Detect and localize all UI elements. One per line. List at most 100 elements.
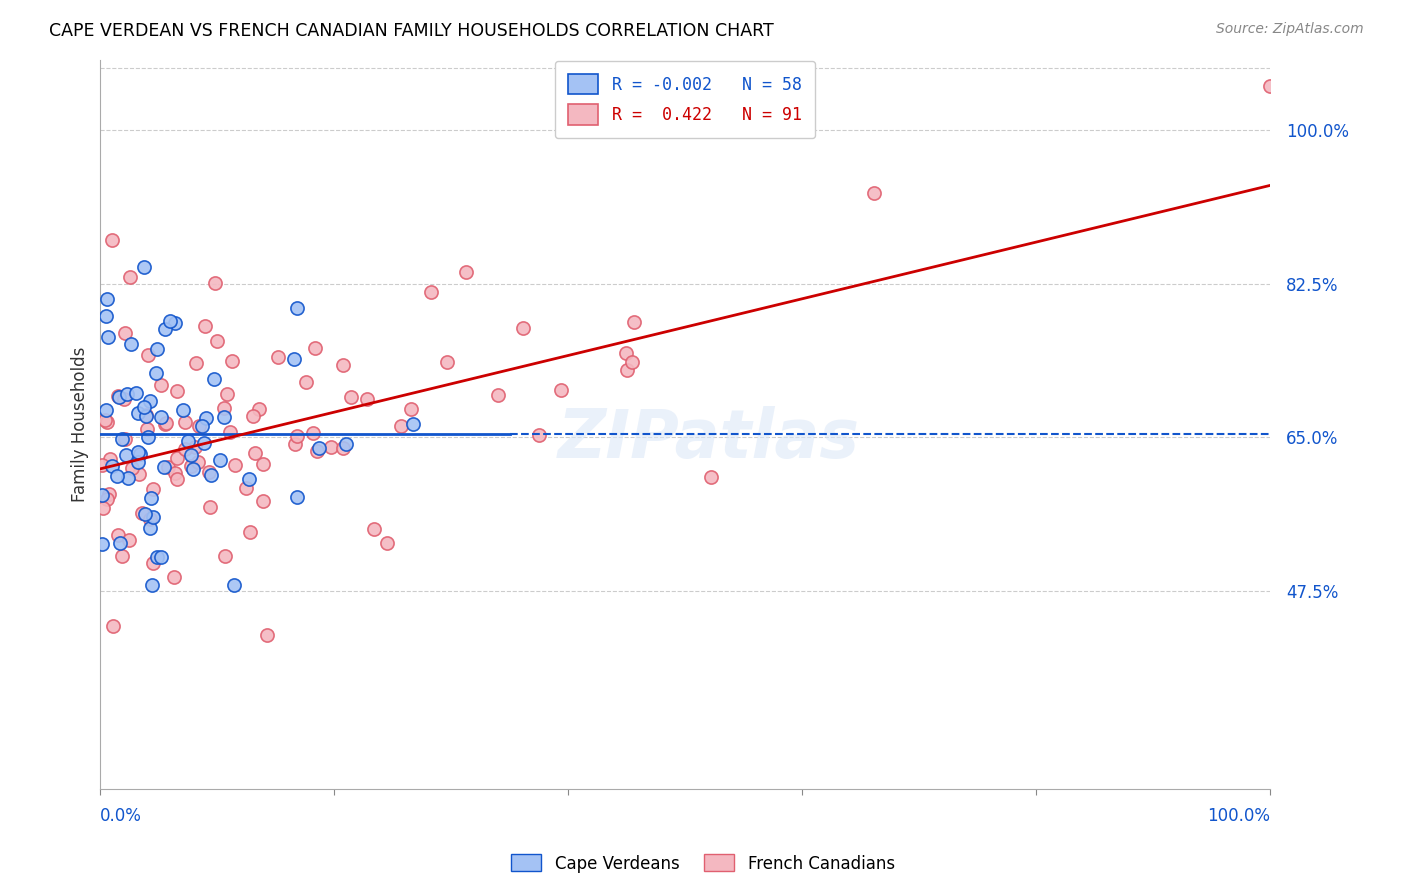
Point <box>101 619 124 633</box>
Point <box>166 473 188 487</box>
Point <box>620 355 643 369</box>
Point <box>550 383 572 397</box>
Point <box>214 409 236 424</box>
Point <box>146 550 169 565</box>
Point <box>105 468 128 483</box>
Point <box>145 366 167 380</box>
Point <box>700 470 723 484</box>
Point <box>180 448 202 462</box>
Point <box>294 375 316 389</box>
Point <box>283 351 305 366</box>
Point <box>108 535 131 549</box>
Point <box>623 315 645 329</box>
Point <box>142 510 165 524</box>
Point <box>614 346 637 360</box>
Point <box>198 465 221 479</box>
Point <box>149 378 172 392</box>
Point <box>108 390 131 404</box>
Point <box>135 409 157 423</box>
Point <box>172 402 194 417</box>
Point <box>166 450 188 465</box>
Point <box>332 441 354 455</box>
Point <box>114 432 136 446</box>
Point <box>332 359 354 373</box>
Point <box>205 334 228 348</box>
Point <box>96 292 118 306</box>
Point <box>173 415 195 429</box>
Point <box>155 417 177 431</box>
Point <box>165 466 187 480</box>
Point <box>136 430 159 444</box>
Point <box>486 388 509 402</box>
Point <box>118 533 141 548</box>
Text: ZIPatlas: ZIPatlas <box>558 406 859 472</box>
Point <box>209 453 232 467</box>
Legend: R = -0.002   N = 58, R =  0.422   N = 91: R = -0.002 N = 58, R = 0.422 N = 91 <box>555 61 815 138</box>
Point <box>436 355 458 369</box>
Point <box>96 403 118 417</box>
Y-axis label: Family Households: Family Households <box>72 347 89 502</box>
Point <box>184 356 207 370</box>
Point <box>284 437 307 451</box>
Point <box>363 522 385 536</box>
Point <box>134 507 156 521</box>
Point <box>187 454 209 468</box>
Point <box>198 500 221 514</box>
Point <box>212 401 235 415</box>
Point <box>166 384 188 399</box>
Point <box>204 276 226 290</box>
Point <box>138 521 160 535</box>
Point <box>97 330 120 344</box>
Point <box>402 417 425 431</box>
Point <box>138 394 160 409</box>
Point <box>616 363 638 377</box>
Point <box>136 422 159 436</box>
Point <box>184 441 207 455</box>
Point <box>107 528 129 542</box>
Point <box>149 550 172 565</box>
Point <box>134 400 156 414</box>
Point <box>238 473 260 487</box>
Point <box>389 418 412 433</box>
Point <box>287 429 309 443</box>
Point <box>243 446 266 460</box>
Point <box>117 470 139 484</box>
Point <box>90 488 112 502</box>
Point <box>308 441 330 455</box>
Point <box>146 343 169 357</box>
Point <box>136 348 159 362</box>
Point <box>256 628 278 642</box>
Point <box>120 270 142 285</box>
Point <box>266 351 288 365</box>
Point <box>180 459 202 474</box>
Point <box>115 387 138 401</box>
Point <box>218 425 240 439</box>
Point <box>235 481 257 495</box>
Point <box>120 337 142 351</box>
Text: 0.0%: 0.0% <box>100 806 142 824</box>
Point <box>128 447 150 461</box>
Point <box>224 458 246 472</box>
Text: 100.0%: 100.0% <box>1206 806 1270 824</box>
Point <box>319 441 342 455</box>
Point <box>165 316 187 330</box>
Point <box>157 460 180 475</box>
Point <box>152 460 174 475</box>
Point <box>194 411 217 425</box>
Point <box>127 445 149 459</box>
Point <box>127 455 149 469</box>
Point <box>173 442 195 456</box>
Point <box>111 549 134 564</box>
Point <box>339 390 361 404</box>
Point <box>121 461 143 475</box>
Point <box>153 417 176 432</box>
Point <box>862 186 884 201</box>
Point <box>142 556 165 570</box>
Point <box>131 506 153 520</box>
Point <box>96 492 118 507</box>
Point <box>305 444 328 458</box>
Point <box>252 494 274 508</box>
Point <box>139 512 162 526</box>
Point <box>91 536 114 550</box>
Point <box>141 578 163 592</box>
